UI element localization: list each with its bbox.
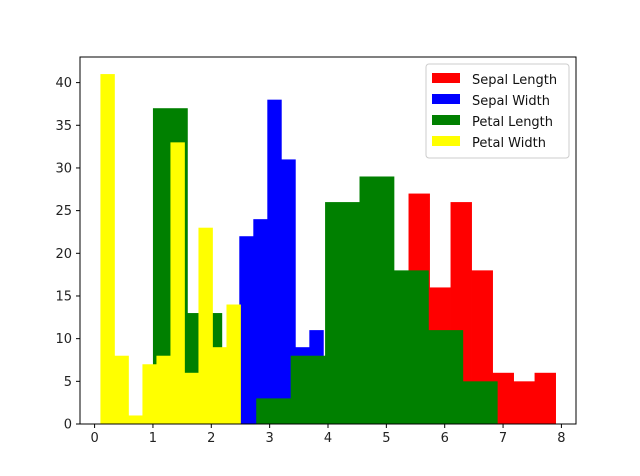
x-tick-label: 0: [90, 431, 98, 446]
sepal-width-legend-label: Sepal Width: [472, 94, 550, 109]
petal-length-bar: [256, 398, 292, 424]
petal-width-bar: [156, 355, 171, 424]
petal-width-bar: [100, 74, 115, 424]
petal-length-bar: [290, 355, 326, 424]
y-tick-label: 15: [55, 289, 72, 304]
petal-width-series: [100, 74, 241, 424]
sepal-width-bar: [267, 99, 282, 425]
y-tick-label: 30: [55, 161, 72, 176]
y-tick-label: 20: [55, 247, 72, 262]
petal-width-bar: [128, 415, 143, 424]
petal-length-bar: [359, 176, 395, 424]
petal-width-legend-swatch: [432, 136, 460, 146]
petal-width-bar: [226, 304, 241, 424]
x-tick-label: 6: [441, 431, 449, 446]
petal-width-bar: [198, 227, 213, 424]
petal-width-bar: [212, 347, 227, 424]
petal-length-bar: [325, 202, 360, 424]
sepal-width-legend-swatch: [432, 94, 460, 104]
bars-layer: [100, 74, 556, 425]
petal-length-bar: [393, 270, 429, 424]
sepal-width-bar: [239, 236, 254, 424]
petal-width-bar: [184, 372, 199, 424]
legend: Sepal Length Sepal Width Petal Length Petal…: [425, 63, 570, 159]
x-tick-label: 1: [149, 431, 157, 446]
x-tick-label: 3: [266, 431, 274, 446]
y-tick-label: 35: [55, 119, 72, 134]
y-tick-label: 10: [55, 332, 72, 347]
x-tick-label: 2: [207, 431, 215, 446]
petal-width-legend-label: Petal Width: [472, 136, 546, 151]
axes-layer: 0 1 2 3 4 5 6 7 8 0 5 10 15 20 25 30 35 40: [55, 56, 577, 446]
sepal-width-bar: [253, 219, 268, 424]
y-tick-label: 40: [55, 76, 72, 91]
petal-length-bar: [428, 330, 464, 424]
petal-width-bar: [142, 364, 157, 424]
x-tick-label: 7: [499, 431, 507, 446]
petal-width-bar: [170, 142, 185, 424]
petal-length-legend-swatch: [432, 115, 460, 125]
y-tick-label: 0: [64, 418, 72, 433]
petal-length-legend-label: Petal Length: [472, 115, 553, 130]
y-tick-label: 25: [55, 204, 72, 219]
sepal-length-bar: [513, 381, 535, 424]
legend-frame: [425, 63, 570, 159]
petal-length-bar: [462, 381, 498, 424]
x-tick-label: 5: [382, 431, 390, 446]
sepal-length-bar: [492, 372, 514, 424]
x-tick-label: 8: [557, 431, 565, 446]
x-tick-label: 4: [324, 431, 332, 446]
y-tick-label: 5: [64, 375, 72, 390]
sepal-length-legend-swatch: [432, 73, 460, 83]
sepal-length-legend-label: Sepal Length: [472, 73, 557, 88]
sepal-length-bar: [534, 372, 556, 424]
petal-width-bar: [114, 355, 129, 424]
